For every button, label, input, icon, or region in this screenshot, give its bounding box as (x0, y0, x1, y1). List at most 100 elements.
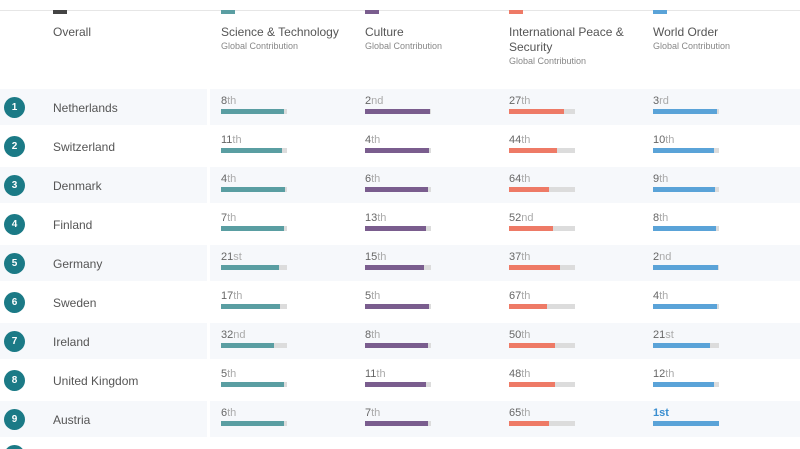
science-bar-track (221, 226, 287, 231)
rank-badge: 7 (4, 331, 25, 352)
peace-rank-text: 52nd (509, 212, 534, 224)
culture-rank-number: 8 (365, 329, 372, 341)
peace-rank-text: 67th (509, 290, 530, 302)
table-row[interactable]: 9 Austria 6th 7th 65th 1st (0, 401, 800, 437)
peace-rank-suffix: th (521, 368, 531, 380)
world-cell: 8th (653, 206, 793, 242)
header-peace-subtitle: Global Contribution (509, 56, 587, 66)
culture-bar-track (365, 382, 431, 387)
culture-bar-track (365, 304, 431, 309)
culture-rank-suffix: th (371, 134, 381, 146)
peace-bar-track (509, 382, 575, 387)
science-rank-number: 4 (221, 173, 228, 185)
world-bar-fill (653, 421, 719, 426)
peace-bar-fill (509, 304, 547, 309)
country-name[interactable]: United Kingdom (53, 374, 139, 388)
table-row[interactable]: 2 Switzerland 11th 4th 44th 10th (0, 128, 800, 164)
header-science-subtitle: Global Contribution (221, 41, 299, 51)
country-name[interactable]: Austria (53, 413, 91, 427)
culture-bar-track (365, 265, 431, 270)
header-culture[interactable]: Culture (365, 25, 404, 39)
country-name[interactable]: Germany (53, 257, 103, 271)
peace-rank-number: 48 (509, 368, 522, 380)
world-bar-track (653, 148, 719, 153)
world-cell: 3rd (653, 89, 793, 125)
rank-badge-partial (4, 445, 25, 449)
science-cell: 32nd (221, 323, 361, 359)
world-bar-track (653, 109, 719, 114)
world-bar-fill (653, 187, 715, 192)
country-name[interactable]: Switzerland (53, 140, 116, 154)
world-bar-fill (653, 148, 714, 153)
culture-bar-track (365, 226, 431, 231)
science-bar-track (221, 343, 287, 348)
peace-rank-text: 27th (509, 95, 530, 107)
country-name[interactable]: Sweden (53, 296, 97, 310)
peace-bar-track (509, 304, 575, 309)
header-culture-subtitle: Global Contribution (365, 41, 443, 51)
culture-bar-track (365, 343, 431, 348)
culture-bar-fill (365, 109, 430, 114)
culture-bar-fill (365, 421, 428, 426)
peace-rank-number: 64 (509, 173, 522, 185)
country-name[interactable]: Finland (53, 218, 93, 232)
peace-rank-suffix: th (521, 173, 531, 185)
science-rank-number: 32 (221, 329, 234, 341)
science-bar-track (221, 265, 287, 270)
peace-bar-fill (509, 421, 549, 426)
overall-color-swatch (53, 10, 67, 14)
science-rank-suffix: th (227, 368, 237, 380)
header-world[interactable]: World Order (653, 25, 719, 39)
header-peace[interactable]: International Peace & Security (509, 25, 624, 55)
peace-bar-fill (509, 265, 560, 270)
world-rank-text: 21st (653, 329, 674, 341)
country-name[interactable]: Ireland (53, 335, 90, 349)
culture-rank-text: 15th (365, 251, 386, 263)
culture-rank-number: 13 (365, 212, 378, 224)
peace-rank-text: 65th (509, 407, 530, 419)
science-cell: 6th (221, 401, 361, 437)
world-cell: 4th (653, 284, 793, 320)
rank-badge: 5 (4, 253, 25, 274)
world-rank-text: 9th (653, 173, 668, 185)
peace-bar-fill (509, 109, 564, 114)
science-rank-text: 6th (221, 407, 236, 419)
table-row[interactable]: 1 Netherlands 8th 2nd 27th 3rd (0, 89, 800, 125)
culture-rank-suffix: th (371, 329, 381, 341)
culture-cell: 15th (365, 245, 505, 281)
science-cell: 11th (221, 128, 361, 164)
world-bar-fill (653, 109, 717, 114)
table-row[interactable]: 4 Finland 7th 13th 52nd 8th (0, 206, 800, 242)
peace-cell: 27th (509, 89, 649, 125)
culture-rank-text: 5th (365, 290, 380, 302)
country-name[interactable]: Denmark (53, 179, 102, 193)
culture-rank-suffix: th (377, 251, 387, 263)
science-rank-text: 32nd (221, 329, 246, 341)
science-bar-fill (221, 148, 282, 153)
country-name[interactable]: Netherlands (53, 101, 118, 115)
world-rank-number: 2 (653, 251, 660, 263)
table-row[interactable]: 7 Ireland 32nd 8th 50th 21st (0, 323, 800, 359)
table-row[interactable]: 3 Denmark 4th 6th 64th 9th (0, 167, 800, 203)
header-overall[interactable]: Overall (53, 25, 92, 39)
world-rank-number: 21 (653, 329, 666, 341)
world-rank-number: 3 (653, 95, 660, 107)
rank-badge: 1 (4, 97, 25, 118)
peace-bar-fill (509, 187, 549, 192)
rank-badge: 4 (4, 214, 25, 235)
science-rank-number: 11 (221, 134, 233, 146)
peace-rank-suffix: th (521, 134, 531, 146)
table-row[interactable]: 5 Germany 21st 15th 37th 2nd (0, 245, 800, 281)
peace-cell: 44th (509, 128, 649, 164)
header-peace-line1: International Peace & (509, 25, 624, 39)
peace-bar-track (509, 226, 575, 231)
world-rank-suffix: th (665, 368, 675, 380)
table-row[interactable]: 8 United Kingdom 5th 11th 48th 12th (0, 362, 800, 398)
table-row[interactable]: 6 Sweden 17th 5th 67th 4th (0, 284, 800, 320)
header-science[interactable]: Science & Technology (221, 25, 339, 39)
culture-cell: 4th (365, 128, 505, 164)
world-rank-suffix: th (659, 290, 669, 302)
peace-cell: 52nd (509, 206, 649, 242)
culture-rank-suffix: th (376, 368, 386, 380)
world-bar-track (653, 421, 719, 426)
